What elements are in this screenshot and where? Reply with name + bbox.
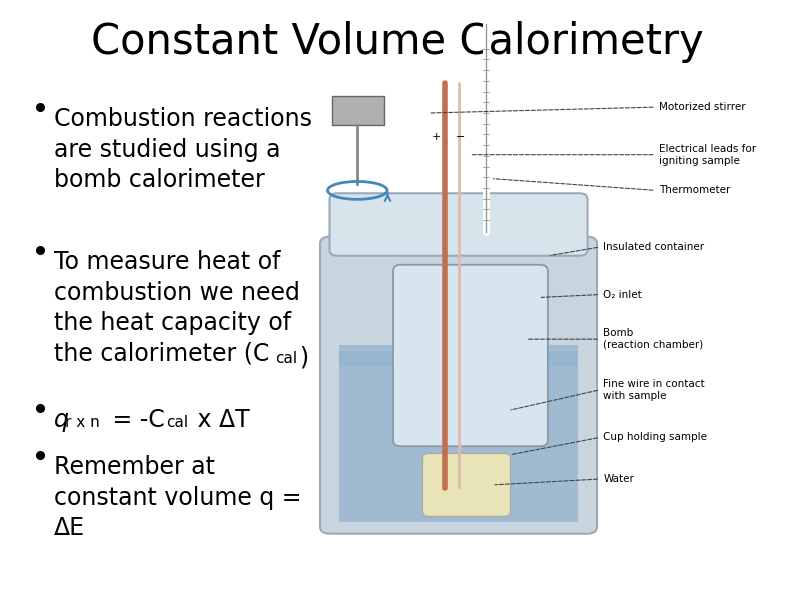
Text: cal: cal xyxy=(166,415,188,430)
Text: Thermometer: Thermometer xyxy=(659,186,730,195)
Text: Constant Volume Calorimetry: Constant Volume Calorimetry xyxy=(91,21,703,63)
Text: cal: cal xyxy=(275,351,297,367)
Text: −: − xyxy=(456,132,465,142)
FancyBboxPatch shape xyxy=(339,351,578,366)
Text: ): ) xyxy=(299,346,308,369)
Text: Insulated container: Insulated container xyxy=(603,242,704,252)
FancyBboxPatch shape xyxy=(320,237,597,534)
Text: Combustion reactions
are studied using a
bomb calorimeter: Combustion reactions are studied using a… xyxy=(54,107,312,192)
Text: Remember at
constant volume q =
ΔE: Remember at constant volume q = ΔE xyxy=(54,455,302,540)
Text: Electrical leads for
igniting sample: Electrical leads for igniting sample xyxy=(659,144,756,165)
Text: = -C: = -C xyxy=(105,408,164,431)
Text: x ΔT: x ΔT xyxy=(190,408,250,431)
Text: Cup holding sample: Cup holding sample xyxy=(603,433,707,442)
FancyBboxPatch shape xyxy=(339,345,578,522)
Text: Fine wire in contact
with sample: Fine wire in contact with sample xyxy=(603,379,705,400)
Text: q: q xyxy=(54,408,69,431)
Text: Bomb
(reaction chamber): Bomb (reaction chamber) xyxy=(603,328,703,350)
FancyBboxPatch shape xyxy=(330,193,588,256)
Text: r x n: r x n xyxy=(65,415,100,430)
FancyBboxPatch shape xyxy=(393,265,548,446)
Text: To measure heat of
combustion we need
the heat capacity of
the calorimeter (C: To measure heat of combustion we need th… xyxy=(54,250,300,366)
Text: Water: Water xyxy=(603,474,634,484)
FancyBboxPatch shape xyxy=(332,96,384,125)
Text: +: + xyxy=(432,132,441,142)
FancyBboxPatch shape xyxy=(422,453,511,516)
Text: Motorized stirrer: Motorized stirrer xyxy=(659,102,746,112)
Text: O₂ inlet: O₂ inlet xyxy=(603,290,642,299)
